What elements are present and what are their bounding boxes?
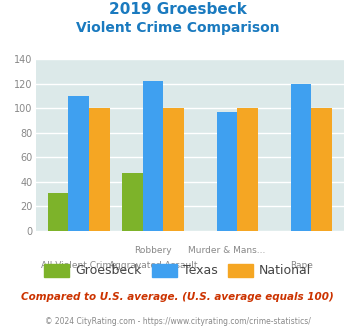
- Text: Murder & Mans...: Murder & Mans...: [188, 246, 266, 255]
- Bar: [69, 96, 89, 231]
- Bar: [163, 109, 184, 231]
- Text: Rape: Rape: [290, 261, 312, 270]
- Bar: [89, 109, 110, 231]
- Bar: [311, 109, 332, 231]
- Bar: [291, 84, 311, 231]
- Bar: [237, 109, 258, 231]
- Text: Violent Crime Comparison: Violent Crime Comparison: [76, 21, 279, 35]
- Text: Aggravated Assault: Aggravated Assault: [109, 261, 197, 270]
- Text: All Violent Crime: All Violent Crime: [41, 261, 116, 270]
- Text: Robbery: Robbery: [134, 246, 172, 255]
- Bar: [48, 193, 69, 231]
- Text: 2019 Groesbeck: 2019 Groesbeck: [109, 2, 246, 16]
- Text: Compared to U.S. average. (U.S. average equals 100): Compared to U.S. average. (U.S. average …: [21, 292, 334, 302]
- Bar: [217, 112, 237, 231]
- Legend: Groesbeck, Texas, National: Groesbeck, Texas, National: [39, 259, 316, 282]
- Bar: [122, 173, 143, 231]
- Text: © 2024 CityRating.com - https://www.cityrating.com/crime-statistics/: © 2024 CityRating.com - https://www.city…: [45, 317, 310, 326]
- Bar: [143, 82, 163, 231]
